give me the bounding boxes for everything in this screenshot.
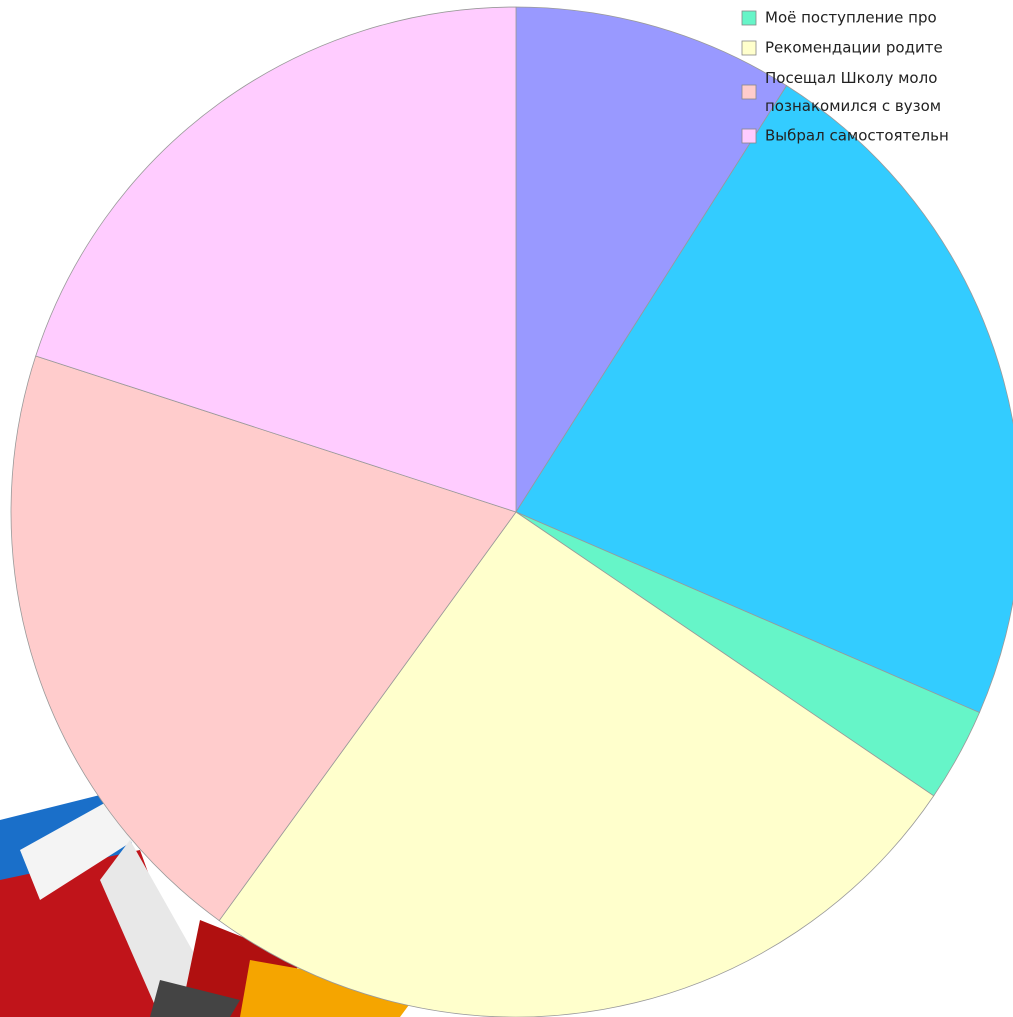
legend-label: Выбрал самостоятельн — [765, 127, 949, 145]
legend-swatch — [741, 128, 757, 144]
legend-swatch — [741, 84, 757, 100]
pie-slice — [515, 85, 1013, 714]
legend-label: Рекомендации родите — [765, 39, 943, 57]
pie-slice — [515, 6, 788, 514]
legend-label: Моё поступление про — [765, 9, 937, 27]
legend-swatch — [741, 40, 757, 56]
pie-slice — [35, 6, 517, 513]
legend: Моё поступление про Рекомендации родите По… — [741, 9, 949, 145]
pie — [10, 6, 1013, 1017]
pie-slice — [10, 355, 517, 922]
legend-label: Посещал Школу моло познакомился с вузом — [765, 69, 941, 115]
background-decoration — [0, 790, 420, 1017]
legend-swatch — [741, 10, 757, 26]
pie-slice — [218, 511, 935, 1017]
